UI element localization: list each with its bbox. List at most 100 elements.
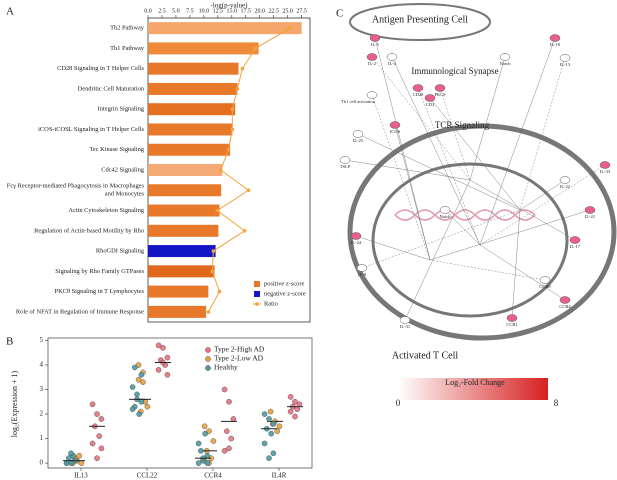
edge [429,209,591,261]
cell-membrane [347,123,617,341]
node-label: IL-24 [351,240,362,245]
point [210,438,217,444]
node-label: CCR8 [539,284,551,289]
x-tick-label: IL4R [272,472,287,480]
edge [344,159,471,181]
x-tick-label: IL13 [74,472,88,480]
node-label: IL-25 [353,138,364,143]
edge [391,56,481,246]
point [266,455,272,461]
point [266,416,272,422]
bar [148,103,236,116]
point [267,408,274,415]
x-tick-label: 17.5 [241,8,252,14]
node [439,206,451,214]
point [140,379,146,385]
point [294,406,301,412]
plot-frame [47,337,313,469]
point [98,445,105,452]
point [195,440,202,447]
node [559,176,571,184]
node [434,84,446,92]
x-tick-label: CCR4 [204,472,222,480]
node-label: ICOS [390,129,401,134]
ratio-point [210,269,215,274]
point [76,452,82,459]
point [98,416,105,422]
category-label: Fcγ Receptor-mediated Phagocytosis in Ma… [7,183,145,198]
legend-label: Type 2-High AD [214,345,265,354]
x-tick-label: 0.0 [144,8,152,14]
category-label: iCOS-iCOSL Signaling in T Helper Cells [38,126,144,133]
node [369,34,381,42]
point [292,398,298,405]
node-label: IL-31 [400,324,410,329]
point [261,440,268,447]
panel-label: B [6,336,13,348]
node [339,156,351,164]
node-label: TSLP [340,164,351,169]
point [201,423,208,430]
node-label: IL-5 [371,42,380,47]
node [559,296,571,304]
edge [371,94,431,261]
node-label: IL-13 [560,62,571,67]
ratio-point [217,289,222,294]
edge [479,164,606,246]
colorbar-min: 0 [396,398,401,408]
category-label: Actin Cytoskeleton Signaling [68,207,144,214]
network-diagram: Antigen Presenting Cell Immunological Sy… [339,3,617,408]
point [135,376,142,383]
point [94,455,100,461]
ratio-point [215,208,220,213]
point [261,411,268,417]
category-label: Th1 Pathway [110,45,145,52]
bar [148,245,216,258]
edge [429,259,546,281]
category-label: Integrin Signaling [98,106,145,113]
bar [148,305,207,318]
node [352,130,364,138]
edge [519,179,566,211]
compartment-label: TCR Signaling [435,120,490,130]
bar [148,204,220,217]
node [506,314,518,322]
panel-label: C [336,8,343,20]
point [96,433,102,439]
x-tick-label: 22.5 [268,8,279,14]
compartment-label: Activated T Cell [392,350,459,361]
y-tick-label: 0 [40,459,44,467]
x-tick-label: 10.0 [199,8,210,14]
node-label: Notch [440,214,452,219]
point [131,364,138,371]
point [89,440,96,447]
point [202,430,208,437]
point [63,460,70,466]
point [276,423,283,430]
point [230,416,237,422]
legend-swatch [254,281,260,287]
point [223,428,230,435]
point [226,398,232,405]
node [539,276,551,284]
node [569,236,581,244]
bar [148,224,219,237]
point [195,460,202,466]
edge [361,209,521,269]
node-label: IL-22 [560,184,570,189]
bar [148,22,302,35]
y-tick-label: 2 [40,410,44,418]
category-label: CD28 Signaling in T Helper Cells [57,65,144,72]
point [155,342,162,349]
ratio-point [235,87,240,91]
point [68,450,74,457]
legend-label: Ratio [264,300,278,307]
node [366,91,378,99]
point [129,406,136,412]
legend-swatch [255,302,259,306]
point [94,411,100,417]
node-label: IL-4 [388,61,397,66]
legend-swatch [205,365,211,371]
edge [394,124,431,261]
